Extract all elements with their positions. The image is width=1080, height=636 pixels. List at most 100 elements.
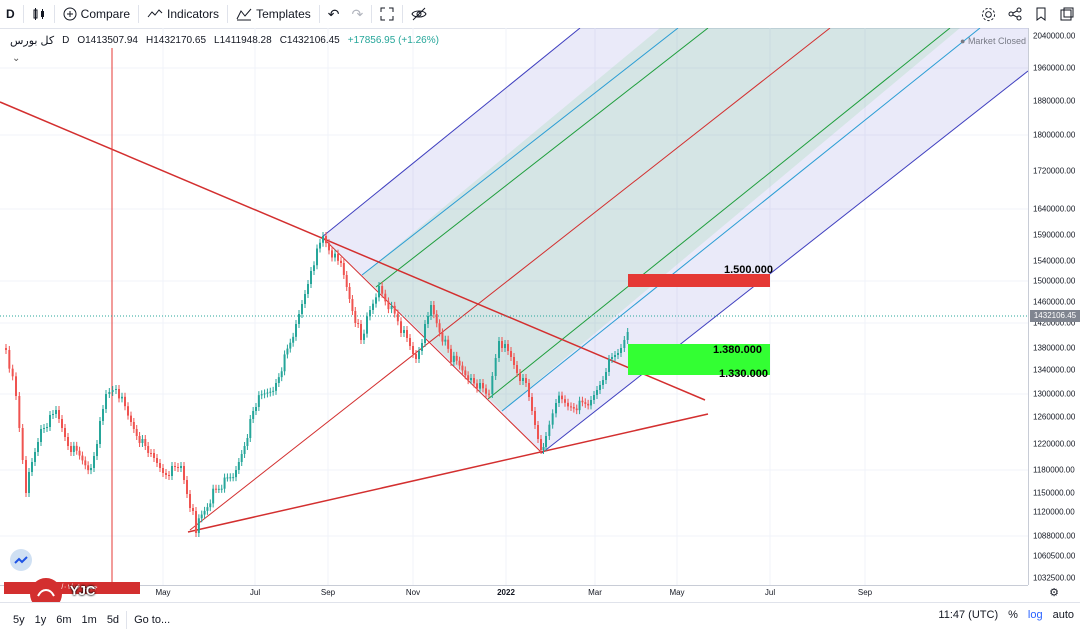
interval-button[interactable]: D (0, 0, 21, 28)
candle-body (67, 437, 69, 446)
undo-button[interactable]: ↶ (322, 0, 346, 28)
candle-body (461, 365, 464, 371)
toolbar-divider (138, 5, 140, 23)
candle-body (494, 358, 497, 376)
candle-body (75, 445, 78, 451)
candle-body (249, 419, 252, 438)
hide-drawings-button[interactable] (405, 0, 433, 28)
candle-body (105, 394, 107, 409)
pitchfork-upper-line (321, 28, 581, 238)
fullscreen-button[interactable] (374, 0, 400, 28)
chart-type-button[interactable] (26, 0, 52, 28)
candle-body (8, 350, 11, 369)
price-axis[interactable]: 2040000.00 1960000.00 1880000.00 1800000.00… (1028, 28, 1080, 585)
candle-body (345, 275, 348, 287)
candle-body (415, 354, 417, 359)
candle-body (467, 375, 470, 381)
candle-body (197, 518, 200, 533)
candle-body (240, 454, 243, 462)
candle-body (118, 389, 120, 399)
redo-button[interactable]: ↷ (346, 0, 370, 28)
candle-body (64, 428, 66, 437)
price-tick: 1260000.00 (1033, 412, 1076, 422)
price-tick: 1340000.00 (1033, 365, 1076, 375)
candle-body (52, 414, 54, 415)
legend-low: L1411948.28 (214, 35, 272, 46)
log-toggle[interactable]: log (1027, 609, 1043, 621)
candle-body (292, 336, 295, 343)
candle-body (555, 403, 557, 414)
candle-body (427, 316, 429, 324)
tradingview-logo-icon[interactable] (10, 549, 32, 571)
candle-body (174, 466, 176, 467)
candle-body (617, 353, 619, 355)
indicators-button[interactable]: Indicators (141, 0, 225, 28)
toolbar-divider (402, 5, 404, 23)
plus-circle-icon (63, 7, 77, 21)
gear-icon (981, 7, 996, 21)
candle-body (55, 410, 57, 414)
auto-toggle[interactable]: auto (1052, 609, 1074, 621)
candle-body (280, 371, 283, 378)
candle-body (25, 460, 27, 493)
axis-settings-button[interactable]: ⚙ (1028, 585, 1080, 601)
candle-body (447, 339, 450, 349)
goto-button[interactable]: Go to... (134, 613, 171, 626)
range-button-5y[interactable]: 5y (13, 613, 25, 626)
candle-body (31, 462, 33, 472)
candle-body (266, 392, 269, 394)
range-button-1y[interactable]: 1y (34, 613, 47, 626)
candle-body (528, 383, 530, 397)
candle-body (162, 468, 164, 473)
candle-body (165, 473, 167, 475)
top-toolbar: D Compare Indicators Templates ↶ ↷ (0, 0, 1080, 29)
percent-toggle[interactable]: % (1008, 609, 1018, 621)
candle-body (507, 344, 509, 351)
candle-body (537, 425, 539, 439)
candle-body (444, 339, 447, 342)
compare-button[interactable]: Compare (57, 0, 136, 28)
range-button-1m[interactable]: 1m (81, 613, 97, 626)
gear-icon: ⚙ (1049, 587, 1059, 599)
candle-body (220, 488, 223, 490)
toolbar-divider (22, 5, 24, 23)
candle-body (575, 408, 578, 411)
settings-button[interactable] (975, 0, 1002, 28)
templates-button[interactable]: Templates (230, 0, 317, 28)
price-chart[interactable] (0, 28, 1028, 585)
popout-button[interactable] (1054, 0, 1080, 28)
candle-body (485, 388, 487, 394)
candle-body (243, 446, 246, 454)
candle-body (525, 378, 527, 383)
time-axis[interactable]: May Jul Sep Nov 2022 Mar May Jul Sep (0, 585, 1028, 602)
legend-interval: D (62, 35, 70, 46)
candle-body (304, 294, 306, 304)
legend-symbol[interactable]: کل بورس (10, 35, 55, 47)
candle-body (93, 456, 95, 468)
share-button[interactable] (1002, 0, 1028, 28)
candle-body (337, 253, 339, 261)
candle-body (289, 342, 292, 349)
candle-body (18, 396, 21, 428)
candle-body (319, 242, 321, 249)
candle-body (121, 396, 123, 399)
chevron-down-icon[interactable]: ⌄ (12, 53, 21, 64)
candle-body (209, 503, 212, 508)
candle-body (316, 248, 318, 266)
level-label-1330000: 1.330.000 (719, 368, 768, 380)
candle-body (534, 411, 536, 425)
candle-body (418, 351, 420, 359)
candle-body (58, 410, 60, 419)
candle-body (620, 348, 622, 353)
candle-body (340, 260, 342, 263)
snapshot-button[interactable] (1028, 0, 1054, 28)
range-button-6m[interactable]: 6m (56, 613, 72, 626)
compare-label: Compare (80, 7, 131, 21)
candle-body (542, 447, 545, 450)
utc-clock[interactable]: 11:47 (UTC) (938, 609, 999, 621)
candle-body (72, 445, 75, 452)
ascending-trendline (187, 413, 709, 533)
range-button-5d[interactable]: 5d (106, 613, 120, 626)
candle-body (141, 439, 144, 443)
bottom-divider (126, 610, 128, 629)
